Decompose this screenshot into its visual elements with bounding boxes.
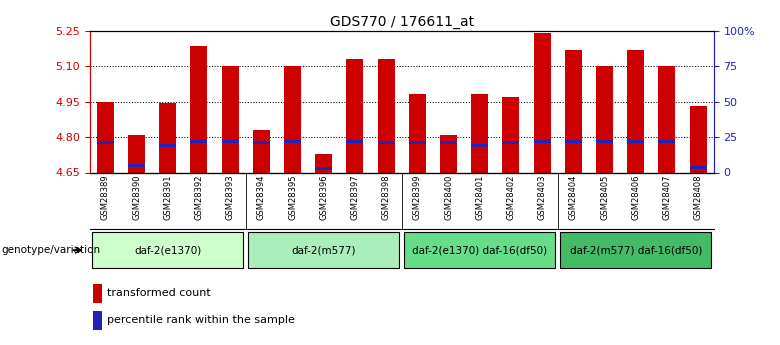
Bar [690, 107, 707, 172]
Bar [534, 140, 551, 143]
Bar [253, 130, 270, 172]
Bar [502, 141, 519, 144]
Text: GSM28402: GSM28402 [506, 174, 516, 219]
Text: GSM28396: GSM28396 [319, 174, 328, 220]
Text: GSM28390: GSM28390 [132, 174, 141, 220]
Text: daf-2(m577) daf-16(df50): daf-2(m577) daf-16(df50) [569, 245, 702, 255]
Bar [97, 141, 114, 144]
Bar [560, 232, 711, 268]
Bar [159, 144, 176, 147]
Text: GSM28397: GSM28397 [350, 174, 360, 220]
Text: GSM28405: GSM28405 [600, 174, 609, 219]
Text: GSM28394: GSM28394 [257, 174, 266, 220]
Text: percentile rank within the sample: percentile rank within the sample [107, 315, 295, 325]
Text: GSM28399: GSM28399 [413, 174, 422, 220]
Bar [222, 140, 239, 143]
Bar [534, 33, 551, 172]
Bar [658, 67, 675, 172]
Bar [159, 103, 176, 172]
Text: GSM28408: GSM28408 [693, 174, 703, 220]
Bar [404, 232, 555, 268]
Bar [471, 93, 488, 172]
Bar [284, 140, 301, 143]
Text: GSM28400: GSM28400 [444, 174, 453, 219]
Bar [596, 67, 613, 172]
Bar [596, 140, 613, 143]
Title: GDS770 / 176611_at: GDS770 / 176611_at [330, 14, 473, 29]
Bar [627, 140, 644, 143]
Bar [565, 140, 582, 143]
Bar [222, 67, 239, 172]
Text: GSM28391: GSM28391 [163, 174, 172, 220]
Bar [190, 46, 207, 172]
Bar [93, 311, 102, 330]
Text: GSM28393: GSM28393 [225, 174, 235, 220]
Bar [315, 167, 332, 170]
Bar [565, 50, 582, 172]
Bar [627, 50, 644, 172]
Bar [658, 140, 675, 143]
Text: GSM28407: GSM28407 [662, 174, 672, 220]
Text: GSM28389: GSM28389 [101, 174, 110, 220]
Bar [502, 97, 519, 172]
Bar [190, 140, 207, 143]
Bar [315, 154, 332, 172]
Text: daf-2(e1370): daf-2(e1370) [134, 245, 201, 255]
Text: GSM28392: GSM28392 [194, 174, 204, 220]
Bar [440, 135, 457, 172]
Bar [409, 93, 426, 172]
Text: GSM28406: GSM28406 [631, 174, 640, 220]
Text: daf-2(m577): daf-2(m577) [292, 245, 356, 255]
Bar [346, 59, 363, 172]
Text: GSM28404: GSM28404 [569, 174, 578, 219]
Text: GSM28398: GSM28398 [381, 174, 391, 220]
Bar [128, 135, 145, 172]
Bar [92, 232, 243, 268]
Text: GSM28395: GSM28395 [288, 174, 297, 220]
Bar [97, 102, 114, 172]
Bar [128, 164, 145, 167]
Bar [378, 141, 395, 144]
Text: daf-2(e1370) daf-16(df50): daf-2(e1370) daf-16(df50) [412, 245, 548, 255]
Bar [284, 67, 301, 172]
Text: transformed count: transformed count [107, 288, 211, 298]
Bar [346, 140, 363, 143]
Bar [248, 232, 399, 268]
Bar [253, 141, 270, 144]
Text: GSM28401: GSM28401 [475, 174, 484, 219]
Bar [409, 141, 426, 144]
Bar [471, 144, 488, 147]
Bar [93, 284, 102, 303]
Text: GSM28403: GSM28403 [537, 174, 547, 220]
Text: genotype/variation: genotype/variation [2, 245, 101, 255]
Bar [690, 166, 707, 169]
Bar [378, 59, 395, 172]
Bar [440, 141, 457, 144]
